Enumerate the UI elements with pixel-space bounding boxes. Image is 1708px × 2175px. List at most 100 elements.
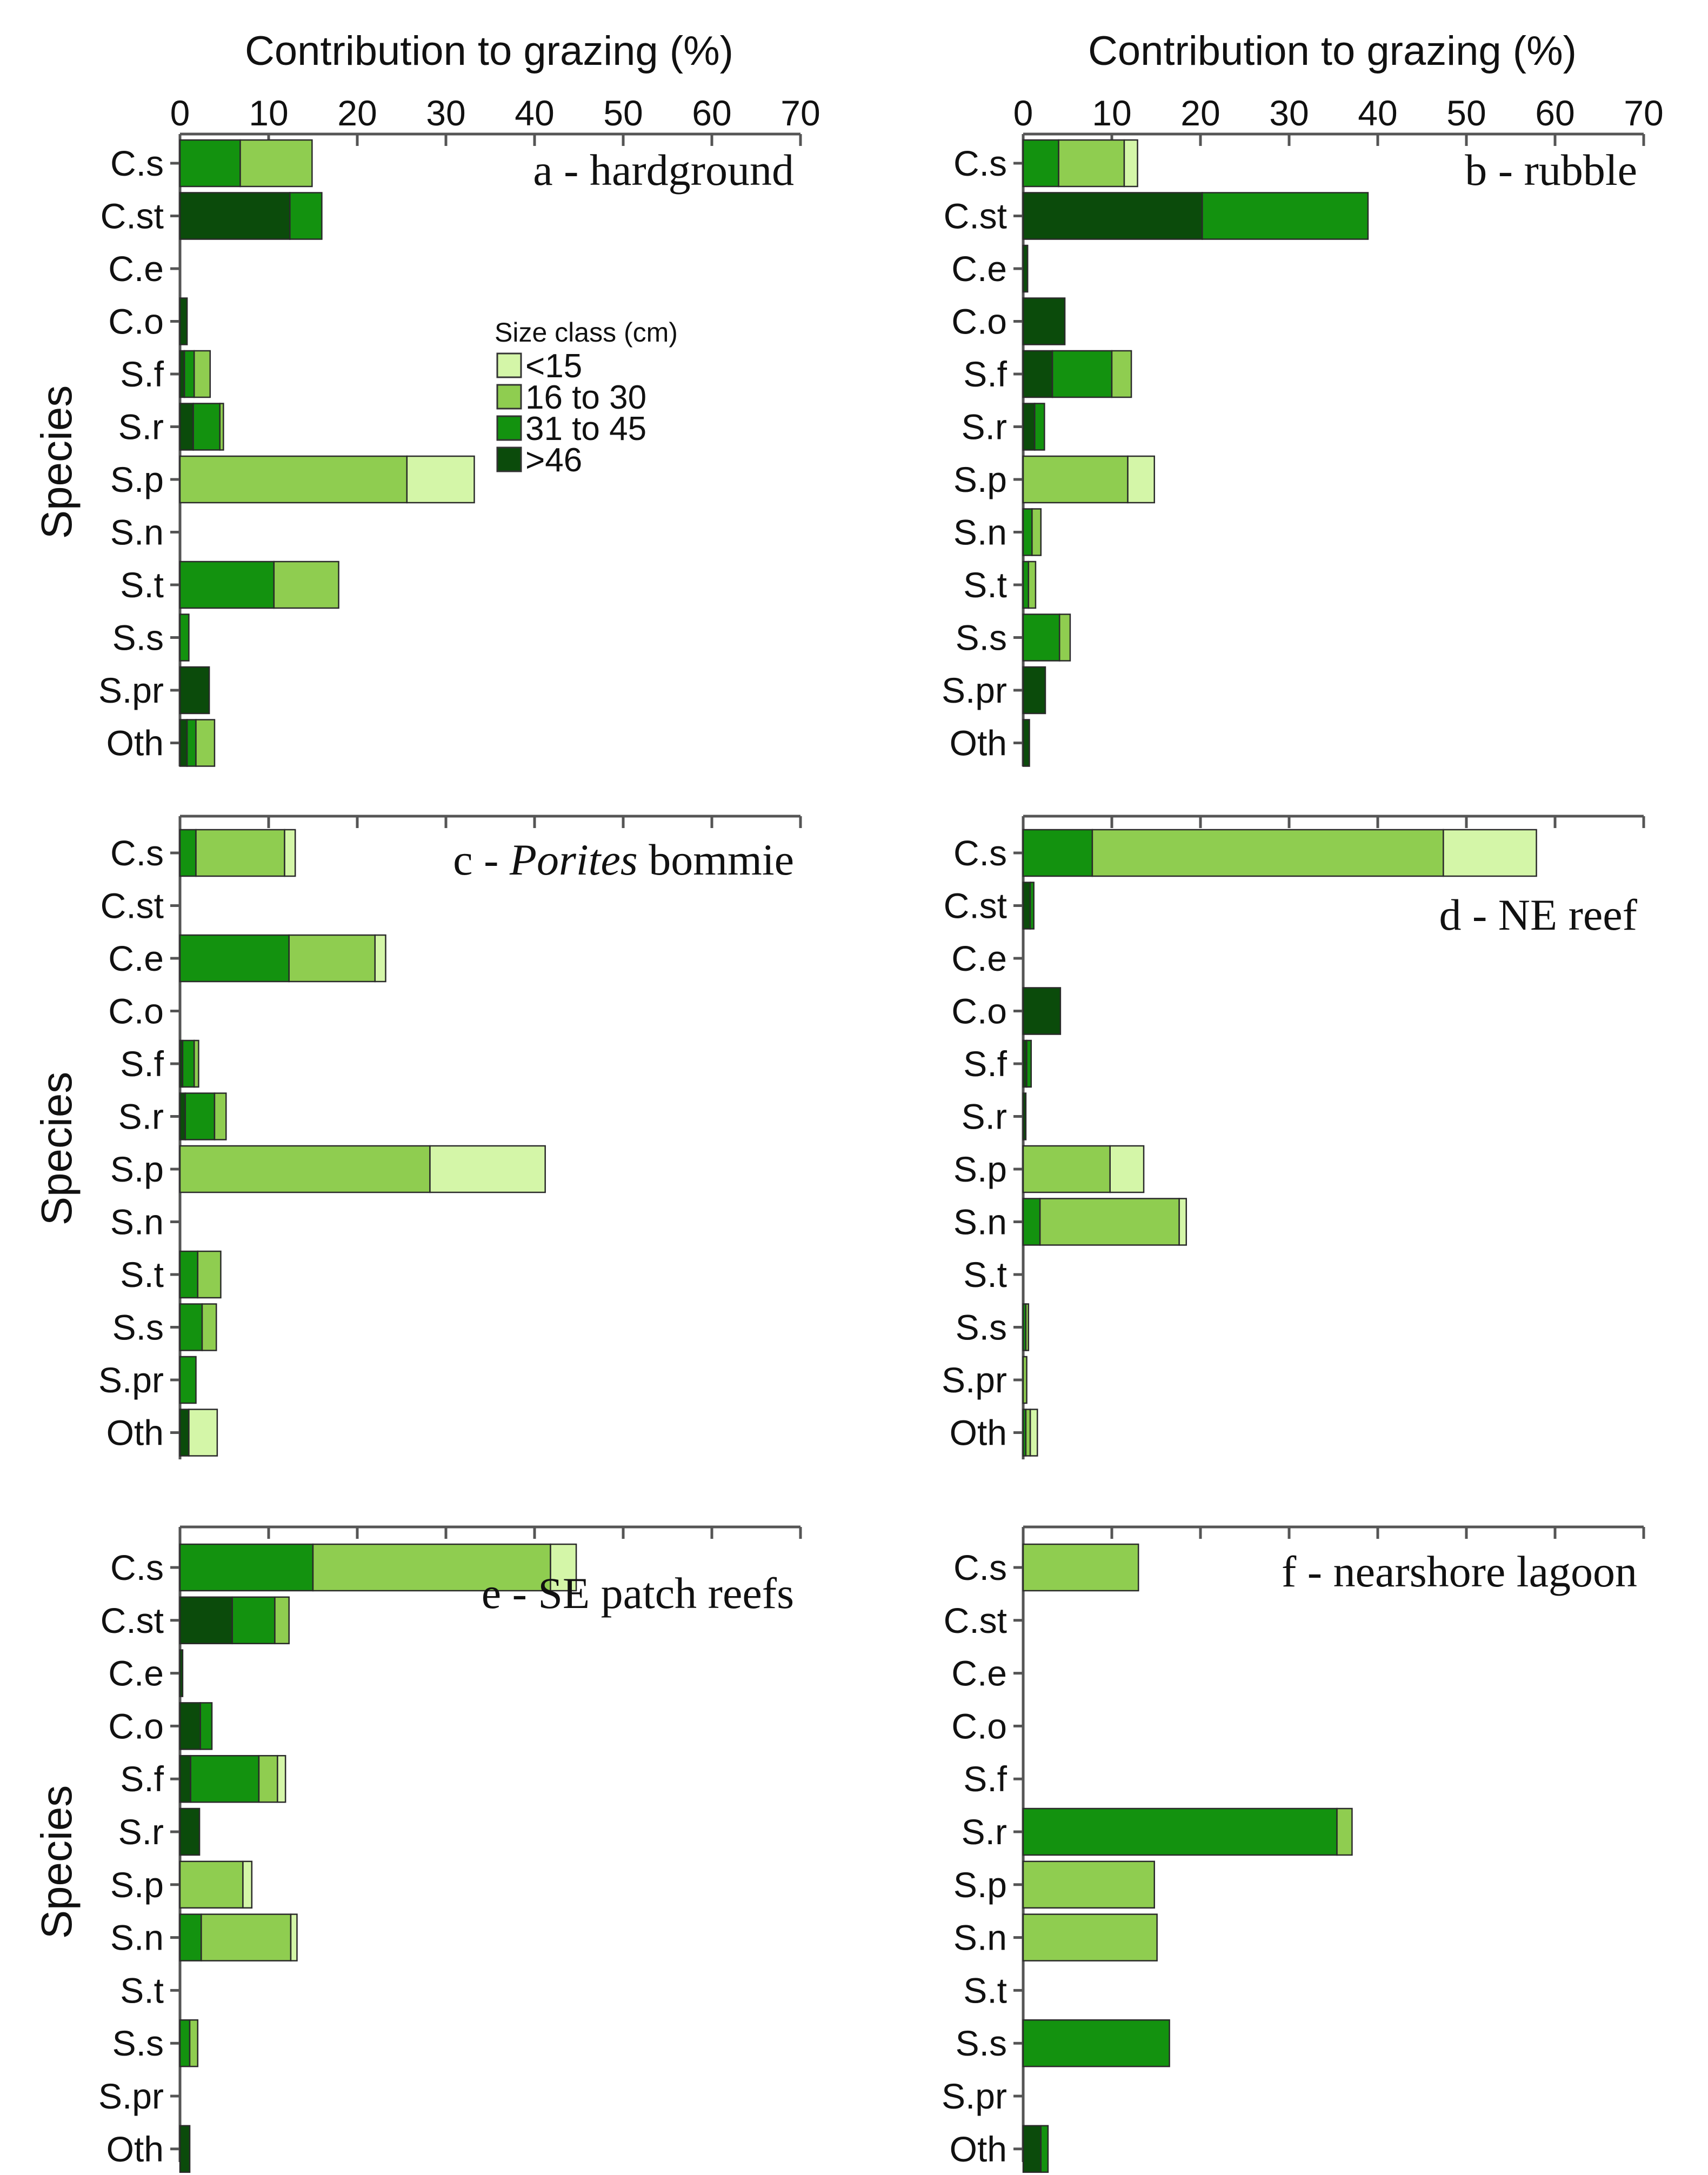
bar-segment bbox=[374, 934, 386, 983]
legend-swatch-31-45 bbox=[496, 415, 522, 441]
bar-segment bbox=[1028, 561, 1037, 609]
bar-segment bbox=[288, 934, 376, 983]
bar-segment bbox=[1022, 508, 1033, 556]
bar-segment bbox=[289, 192, 323, 240]
bar-segment bbox=[1336, 1807, 1353, 1856]
category-label: S.p bbox=[953, 1865, 1007, 1905]
bar-segment bbox=[277, 1754, 286, 1803]
bar-segment bbox=[406, 455, 475, 504]
x-tick-label: 50 bbox=[603, 93, 643, 133]
bar-segment bbox=[1022, 1543, 1139, 1592]
bar-segment bbox=[179, 1092, 186, 1140]
category-label: S.pr bbox=[942, 670, 1007, 710]
panel-title: a - hardground bbox=[533, 145, 794, 195]
category-label: S.n bbox=[953, 1918, 1007, 1958]
bar-segment bbox=[179, 1356, 197, 1404]
category-label: S.r bbox=[118, 1097, 164, 1137]
bar-segment bbox=[179, 455, 408, 504]
legend: Size class (cm) <15 16 to 30 31 to 45 >4… bbox=[495, 317, 678, 479]
category-label: S.f bbox=[120, 1044, 164, 1084]
legend-label-gt46: >46 bbox=[525, 442, 582, 479]
category-label: S.r bbox=[962, 1812, 1007, 1852]
category-label: Oth bbox=[950, 723, 1007, 763]
category-label: S.p bbox=[110, 459, 164, 499]
bar-segment bbox=[179, 403, 194, 451]
bar-segment bbox=[231, 1596, 276, 1645]
bar-segment bbox=[1022, 2125, 1042, 2173]
x-tick-label: 60 bbox=[1535, 93, 1574, 133]
category-label: C.o bbox=[108, 1706, 164, 1746]
panel-title: f - nearshore lagoon bbox=[1282, 1547, 1637, 1596]
bar-segment bbox=[179, 1649, 184, 1697]
category-label: S.s bbox=[112, 2023, 164, 2063]
bar-segment bbox=[1022, 987, 1062, 1035]
bar-segment bbox=[186, 719, 197, 767]
bar-segment bbox=[189, 2019, 199, 2067]
category-label: S.s bbox=[956, 1307, 1007, 1347]
bar-segment bbox=[1022, 666, 1046, 715]
bar-segment bbox=[197, 1250, 222, 1299]
x-tick-label: 30 bbox=[1269, 93, 1309, 133]
bar-segment bbox=[179, 1754, 191, 1803]
bar-segment bbox=[242, 1860, 253, 1909]
panel-title: e - SE patch reefs bbox=[482, 1569, 794, 1618]
x-tick-label: 70 bbox=[1624, 93, 1663, 133]
x-tick-label: 0 bbox=[170, 93, 190, 133]
category-label: S.t bbox=[963, 565, 1007, 605]
category-label: C.e bbox=[108, 1653, 164, 1693]
category-label: C.o bbox=[951, 302, 1007, 342]
bar-segment bbox=[1034, 403, 1045, 451]
category-label: S.pr bbox=[98, 1360, 164, 1400]
bar-segment bbox=[1202, 192, 1369, 240]
x-tick-label: 20 bbox=[1180, 93, 1220, 133]
bar-segment bbox=[179, 1145, 431, 1193]
category-label: S.n bbox=[953, 512, 1007, 552]
bar-segment bbox=[179, 1303, 203, 1351]
category-label: C.s bbox=[953, 833, 1007, 873]
panel-title: b - rubble bbox=[1465, 145, 1637, 195]
category-label: C.s bbox=[110, 1547, 164, 1587]
bar-segment bbox=[258, 1754, 278, 1803]
category-label: S.p bbox=[953, 459, 1007, 499]
bar-segment bbox=[1022, 455, 1129, 504]
bar-segment bbox=[1091, 829, 1444, 877]
bar-segment bbox=[1029, 1409, 1038, 1457]
bar-segment bbox=[179, 934, 290, 983]
x-tick-label: 40 bbox=[1358, 93, 1397, 133]
bar-segment bbox=[550, 1543, 577, 1592]
panel-b: 0 10 20 30 40 50 60 70 C.s C.st C.e C.o S.f S.r S.p S.n… bbox=[942, 93, 1664, 767]
category-label: C.e bbox=[108, 938, 164, 978]
bar-segment bbox=[179, 192, 291, 240]
bar-segment bbox=[1022, 1145, 1111, 1193]
bar-segment bbox=[1029, 882, 1035, 930]
x-tick-label: 30 bbox=[426, 93, 465, 133]
panel-d: C.s C.st C.e C.o S.f S.r S.p S.n S.t S.s S.pr Oth d … bbox=[942, 815, 1645, 1459]
bar-segment bbox=[1443, 829, 1537, 877]
bar-segment bbox=[1022, 719, 1030, 767]
bar-segment bbox=[1022, 1807, 1338, 1856]
category-label: C.o bbox=[108, 302, 164, 342]
category-label: Oth bbox=[950, 2129, 1007, 2169]
category-label: C.st bbox=[101, 196, 164, 236]
bar-segment bbox=[1022, 613, 1060, 662]
category-label: Oth bbox=[106, 1413, 164, 1453]
y-axis-title-e: Species bbox=[32, 1785, 81, 1939]
bar-segment bbox=[193, 1039, 199, 1088]
legend-swatch-lt15 bbox=[496, 352, 522, 378]
category-label: S.r bbox=[962, 1097, 1007, 1137]
bar-segment bbox=[179, 829, 197, 877]
bar-segment bbox=[1025, 1303, 1030, 1351]
bar-segment bbox=[184, 1092, 216, 1140]
category-label: S.n bbox=[110, 1202, 164, 1242]
x-tick-label: 0 bbox=[1013, 93, 1033, 133]
bar-segment bbox=[219, 403, 224, 451]
panel-f: C.s C.st C.e C.o S.f S.r S.p S.n S.t S.s S.pr Oth f … bbox=[942, 1525, 1645, 2173]
panel-title: c - Porites bommie bbox=[453, 835, 794, 884]
y-axis-title-c: Species bbox=[32, 1072, 81, 1226]
bar-segment bbox=[1022, 561, 1030, 609]
bar-segment bbox=[214, 1092, 227, 1140]
category-label: C.o bbox=[951, 1706, 1007, 1746]
bar-segment bbox=[1058, 139, 1125, 188]
bar-segment bbox=[429, 1145, 546, 1193]
legend-title: Size class (cm) bbox=[495, 317, 678, 348]
